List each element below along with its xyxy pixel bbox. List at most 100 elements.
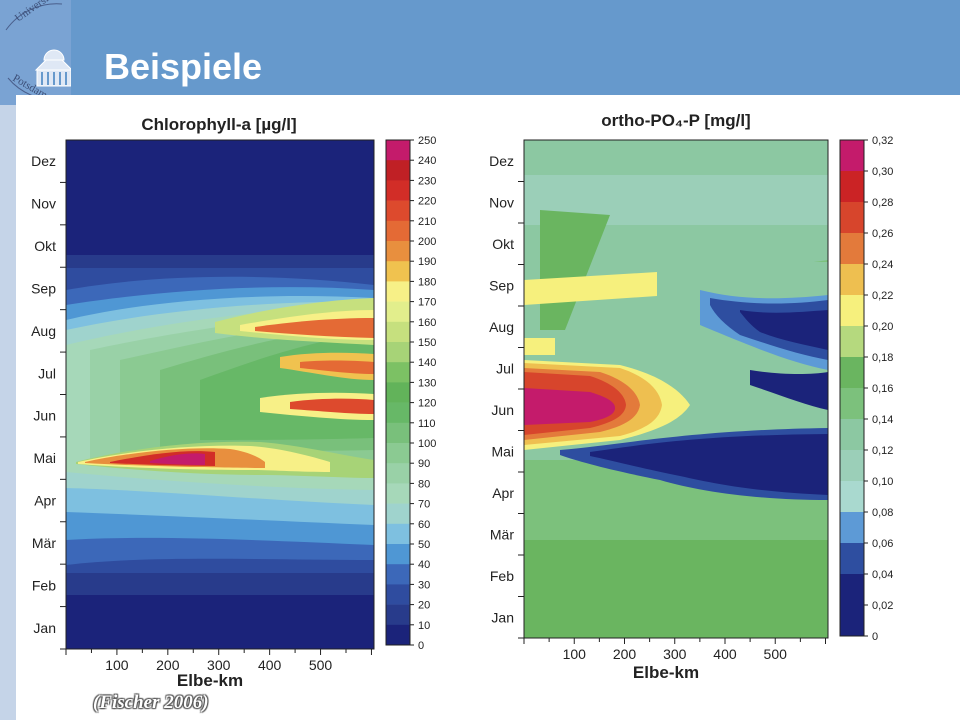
- chart1-colorbar-swatch: [386, 301, 410, 323]
- chart1-ytick-label: Mai: [33, 450, 56, 466]
- chart1-xtick-label: 400: [258, 657, 282, 673]
- chart1-colorbar-swatch: [386, 584, 410, 605]
- header-bar: [0, 0, 960, 95]
- chart2-colorbar-swatch: [840, 264, 864, 296]
- chart2-colorbar-label: 0,24: [872, 259, 893, 271]
- chart2-colorbar-swatch: [840, 450, 864, 482]
- chart2-ytick-label: Nov: [489, 194, 514, 210]
- chart1-colorbar-label: 210: [418, 216, 436, 228]
- chart1-colorbar-swatch: [386, 382, 410, 403]
- chart2-title: ortho-PO₄-P [mg/l]: [601, 111, 750, 130]
- chart2-ytick-label: Jun: [491, 402, 514, 418]
- chart2-colorbar-label: 0,04: [872, 569, 893, 581]
- chart2-ytick-label: Feb: [490, 568, 514, 584]
- chart1-ytick-label: Aug: [31, 323, 56, 339]
- chart1-title: Chlorophyll-a [µg/l]: [141, 115, 296, 134]
- chart2-ytick-label: Dez: [489, 153, 514, 169]
- chart1-colorbar-label: 40: [418, 559, 430, 571]
- chlorophyll-heatmap: [66, 140, 374, 649]
- chart1-colorbar-swatch: [386, 261, 410, 282]
- chart2-colorbar-label: 0,18: [872, 352, 893, 364]
- chart1-colorbar-label: 160: [418, 317, 436, 329]
- chart1-colorbar-swatch: [386, 281, 410, 302]
- chart1-colorbar-swatch: [386, 422, 410, 444]
- chart2-colorbar-label: 0,06: [872, 538, 893, 550]
- chart2-colorbar-label: 0,32: [872, 135, 893, 147]
- chart1-colorbar-label: 180: [418, 276, 436, 288]
- chart1-colorbar-frame: [385, 139, 411, 646]
- chart2-colorbar-label: 0,02: [872, 600, 893, 612]
- chart2-colorbar-swatch: [840, 388, 864, 420]
- chart1-colorbar-label: 170: [418, 297, 436, 309]
- chart1-colorbar-label: 0: [418, 640, 424, 652]
- chart1-colorbar-label: 110: [418, 418, 436, 430]
- chart1-ytick-label: Mär: [32, 535, 56, 551]
- chart1-colorbar-swatch: [386, 362, 410, 383]
- chart2-xtick-label: 500: [764, 646, 788, 662]
- source-citation: (Fischer 2006): [93, 692, 209, 713]
- chart2-ytick-label: Apr: [492, 485, 514, 501]
- chart1-ytick-label: Feb: [32, 577, 56, 593]
- chart2-colorbar-swatch: [840, 233, 864, 265]
- chart2-ytick-label: Jul: [496, 360, 514, 376]
- chart1-colorbar-swatch: [386, 523, 410, 545]
- chart1-colorbar-swatch: [386, 604, 410, 626]
- chart2-xtick-label: 200: [613, 646, 637, 662]
- chart2-ytick-label: Okt: [492, 236, 514, 252]
- chart2-colorbar-swatch: [840, 326, 864, 358]
- chart1-ytick-label: Dez: [31, 153, 56, 169]
- chart2-colorbar-label: 0,10: [872, 476, 893, 488]
- chart1-colorbar-label: 140: [418, 357, 436, 369]
- chart1-colorbar-swatch: [386, 624, 410, 646]
- chart2-colorbar-swatch: [840, 574, 864, 606]
- chart2-colorbar-label: 0,12: [872, 445, 893, 457]
- chart1-ytick-label: Jan: [33, 620, 56, 636]
- chart1-colorbar-label: 50: [418, 539, 430, 551]
- chart1-ytick-label: Jul: [38, 365, 56, 381]
- chart2-colorbar-swatch: [840, 295, 864, 327]
- chart1-colorbar-label: 230: [418, 175, 436, 187]
- chart1-xlabel: Elbe-km: [177, 671, 243, 690]
- chart2-colorbar-swatch: [840, 481, 864, 513]
- chart1-ytick-label: Sep: [31, 280, 56, 296]
- chart1-colorbar-label: 60: [418, 519, 430, 531]
- chart1-xtick-label: 300: [207, 657, 231, 673]
- chart1-colorbar-label: 10: [418, 620, 430, 632]
- chart1-colorbar-swatch: [386, 180, 410, 201]
- chart2-colorbar-swatch: [840, 202, 864, 234]
- chart2-xtick-label: 100: [563, 646, 587, 662]
- chart1-colorbar-swatch: [386, 342, 410, 363]
- chart1-colorbar-label: 200: [418, 236, 436, 248]
- chart1-colorbar-swatch: [386, 140, 410, 161]
- chart2-colorbar-swatch: [840, 512, 864, 544]
- chart2-ytick-label: Mai: [491, 443, 514, 459]
- chart1-colorbar-label: 90: [418, 458, 430, 470]
- chart2-colorbar-swatch: [840, 171, 864, 203]
- chart1-xtick-label: 500: [309, 657, 333, 673]
- chart1-xtick-label: 100: [105, 657, 129, 673]
- chart1-colorbar-swatch: [386, 463, 410, 484]
- chart1-colorbar-label: 80: [418, 478, 430, 490]
- chart2-colorbar-label: 0,14: [872, 414, 893, 426]
- chart1-colorbar-label: 30: [418, 579, 430, 591]
- chart1-colorbar-swatch: [386, 321, 410, 343]
- chart1-colorbar-swatch: [386, 402, 410, 424]
- chart2-ytick-label: Sep: [489, 277, 514, 293]
- side-strip: [0, 95, 16, 720]
- chart2-colorbar-label: 0,08: [872, 507, 893, 519]
- chart2-xtick-label: 300: [663, 646, 687, 662]
- chart2-colorbar-swatch: [840, 140, 864, 172]
- chart2-ytick-label: Aug: [489, 319, 514, 335]
- chart1-colorbar-label: 250: [418, 135, 436, 147]
- chart1-colorbar-swatch: [386, 443, 410, 464]
- chart1-colorbar-label: 150: [418, 337, 436, 349]
- slide-title: Beispiele: [104, 46, 263, 87]
- chart1-ytick-label: Jun: [33, 408, 56, 424]
- chart2-colorbar-label: 0,28: [872, 197, 893, 209]
- chart2-colorbar-label: 0,20: [872, 321, 893, 333]
- phosphate-heatmap: [524, 140, 828, 638]
- chart1-ytick-label: Nov: [31, 196, 56, 212]
- chart2-xlabel: Elbe-km: [633, 663, 699, 682]
- chart1-colorbar-label: 20: [418, 600, 430, 612]
